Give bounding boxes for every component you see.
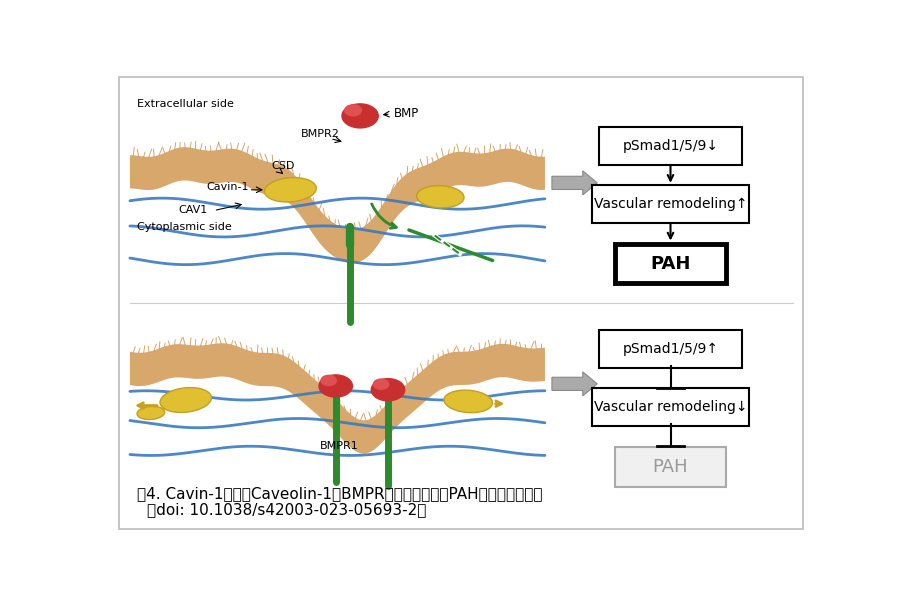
Text: pSmad1/5/9↓: pSmad1/5/9↓ <box>623 139 718 153</box>
Ellipse shape <box>444 390 492 413</box>
Circle shape <box>319 375 353 397</box>
Ellipse shape <box>417 185 464 208</box>
Polygon shape <box>130 147 545 263</box>
Text: CSD: CSD <box>272 161 295 171</box>
FancyBboxPatch shape <box>592 388 749 426</box>
FancyBboxPatch shape <box>120 77 803 529</box>
Polygon shape <box>552 171 598 195</box>
FancyBboxPatch shape <box>599 330 742 368</box>
Ellipse shape <box>160 388 212 412</box>
Ellipse shape <box>265 178 316 202</box>
FancyBboxPatch shape <box>592 185 749 223</box>
Text: Vascular remodeling↑: Vascular remodeling↑ <box>594 197 747 211</box>
Text: Cytoplasmic side: Cytoplasmic side <box>137 222 231 232</box>
Circle shape <box>321 376 337 386</box>
Ellipse shape <box>137 406 165 419</box>
Text: PAH: PAH <box>652 458 688 476</box>
Text: Extracellular side: Extracellular side <box>137 100 234 109</box>
Text: 図4. Cavin-1によるCaveolin-1とBMPR２の結合調節とPAH進展メカニズム: 図4. Cavin-1によるCaveolin-1とBMPR２の結合調節とPAH進… <box>137 486 543 501</box>
Circle shape <box>374 379 389 389</box>
Text: Cavin-1: Cavin-1 <box>207 182 249 192</box>
Polygon shape <box>130 343 545 454</box>
Text: Vascular remodeling↓: Vascular remodeling↓ <box>594 400 747 414</box>
Text: PAH: PAH <box>651 255 690 273</box>
FancyBboxPatch shape <box>615 448 726 487</box>
FancyBboxPatch shape <box>599 127 742 165</box>
Circle shape <box>372 379 405 401</box>
Circle shape <box>345 105 362 116</box>
Polygon shape <box>552 372 598 396</box>
Text: （doi: 10.1038/s42003-023-05693-2）: （doi: 10.1038/s42003-023-05693-2） <box>148 502 427 517</box>
Text: CAV1: CAV1 <box>179 205 208 215</box>
Circle shape <box>342 104 378 128</box>
Text: BMPR2: BMPR2 <box>301 128 340 139</box>
Text: pSmad1/5/9↑: pSmad1/5/9↑ <box>623 342 718 356</box>
Text: BMPR1: BMPR1 <box>320 440 358 451</box>
Text: BMP: BMP <box>393 107 419 120</box>
FancyBboxPatch shape <box>615 244 726 283</box>
